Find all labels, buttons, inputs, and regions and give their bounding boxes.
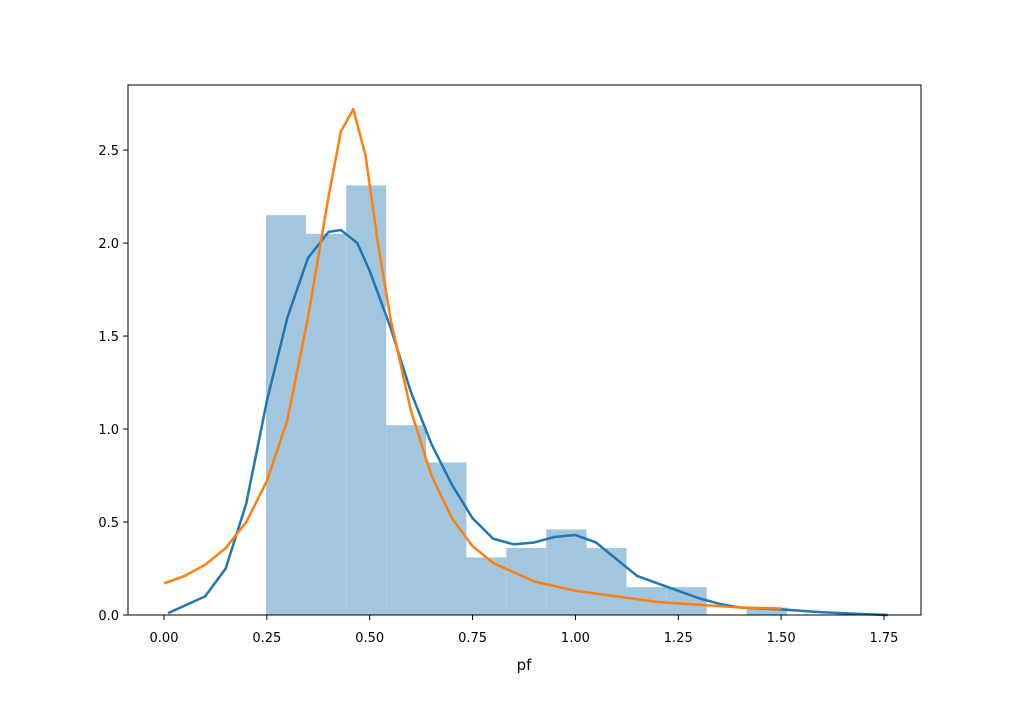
- histogram-bar: [506, 548, 547, 615]
- x-tick-label: 1.75: [869, 631, 898, 646]
- x-tick-label: 1.00: [561, 631, 590, 646]
- histogram-bar: [386, 425, 427, 615]
- histogram-bar: [426, 462, 467, 615]
- y-tick-label: 2.5: [98, 144, 119, 159]
- y-tick-label: 1.5: [98, 330, 119, 345]
- y-tick-label: 2.0: [98, 237, 119, 252]
- histogram-bar: [586, 548, 627, 615]
- x-tick-label: 1.50: [767, 631, 796, 646]
- x-tick-label: 1.25: [664, 631, 693, 646]
- x-tick-label: 0.50: [355, 631, 384, 646]
- x-tick-label: 0.25: [252, 631, 281, 646]
- plot-frame: [127, 84, 922, 616]
- histogram-bar: [746, 607, 787, 615]
- histogram-bar: [666, 587, 707, 615]
- x-tick-label: 0.00: [150, 631, 179, 646]
- line: [167, 228, 889, 617]
- x-tick-label: 0.75: [458, 631, 487, 646]
- line: [163, 107, 782, 610]
- histogram-bar: [266, 215, 306, 615]
- y-tick-label: 1.0: [98, 423, 119, 438]
- y-tick-label: 0.5: [98, 516, 119, 531]
- x-axis-label: pf: [517, 656, 533, 674]
- histogram-bar: [546, 529, 587, 615]
- y-tick-label: 0.0: [98, 609, 119, 624]
